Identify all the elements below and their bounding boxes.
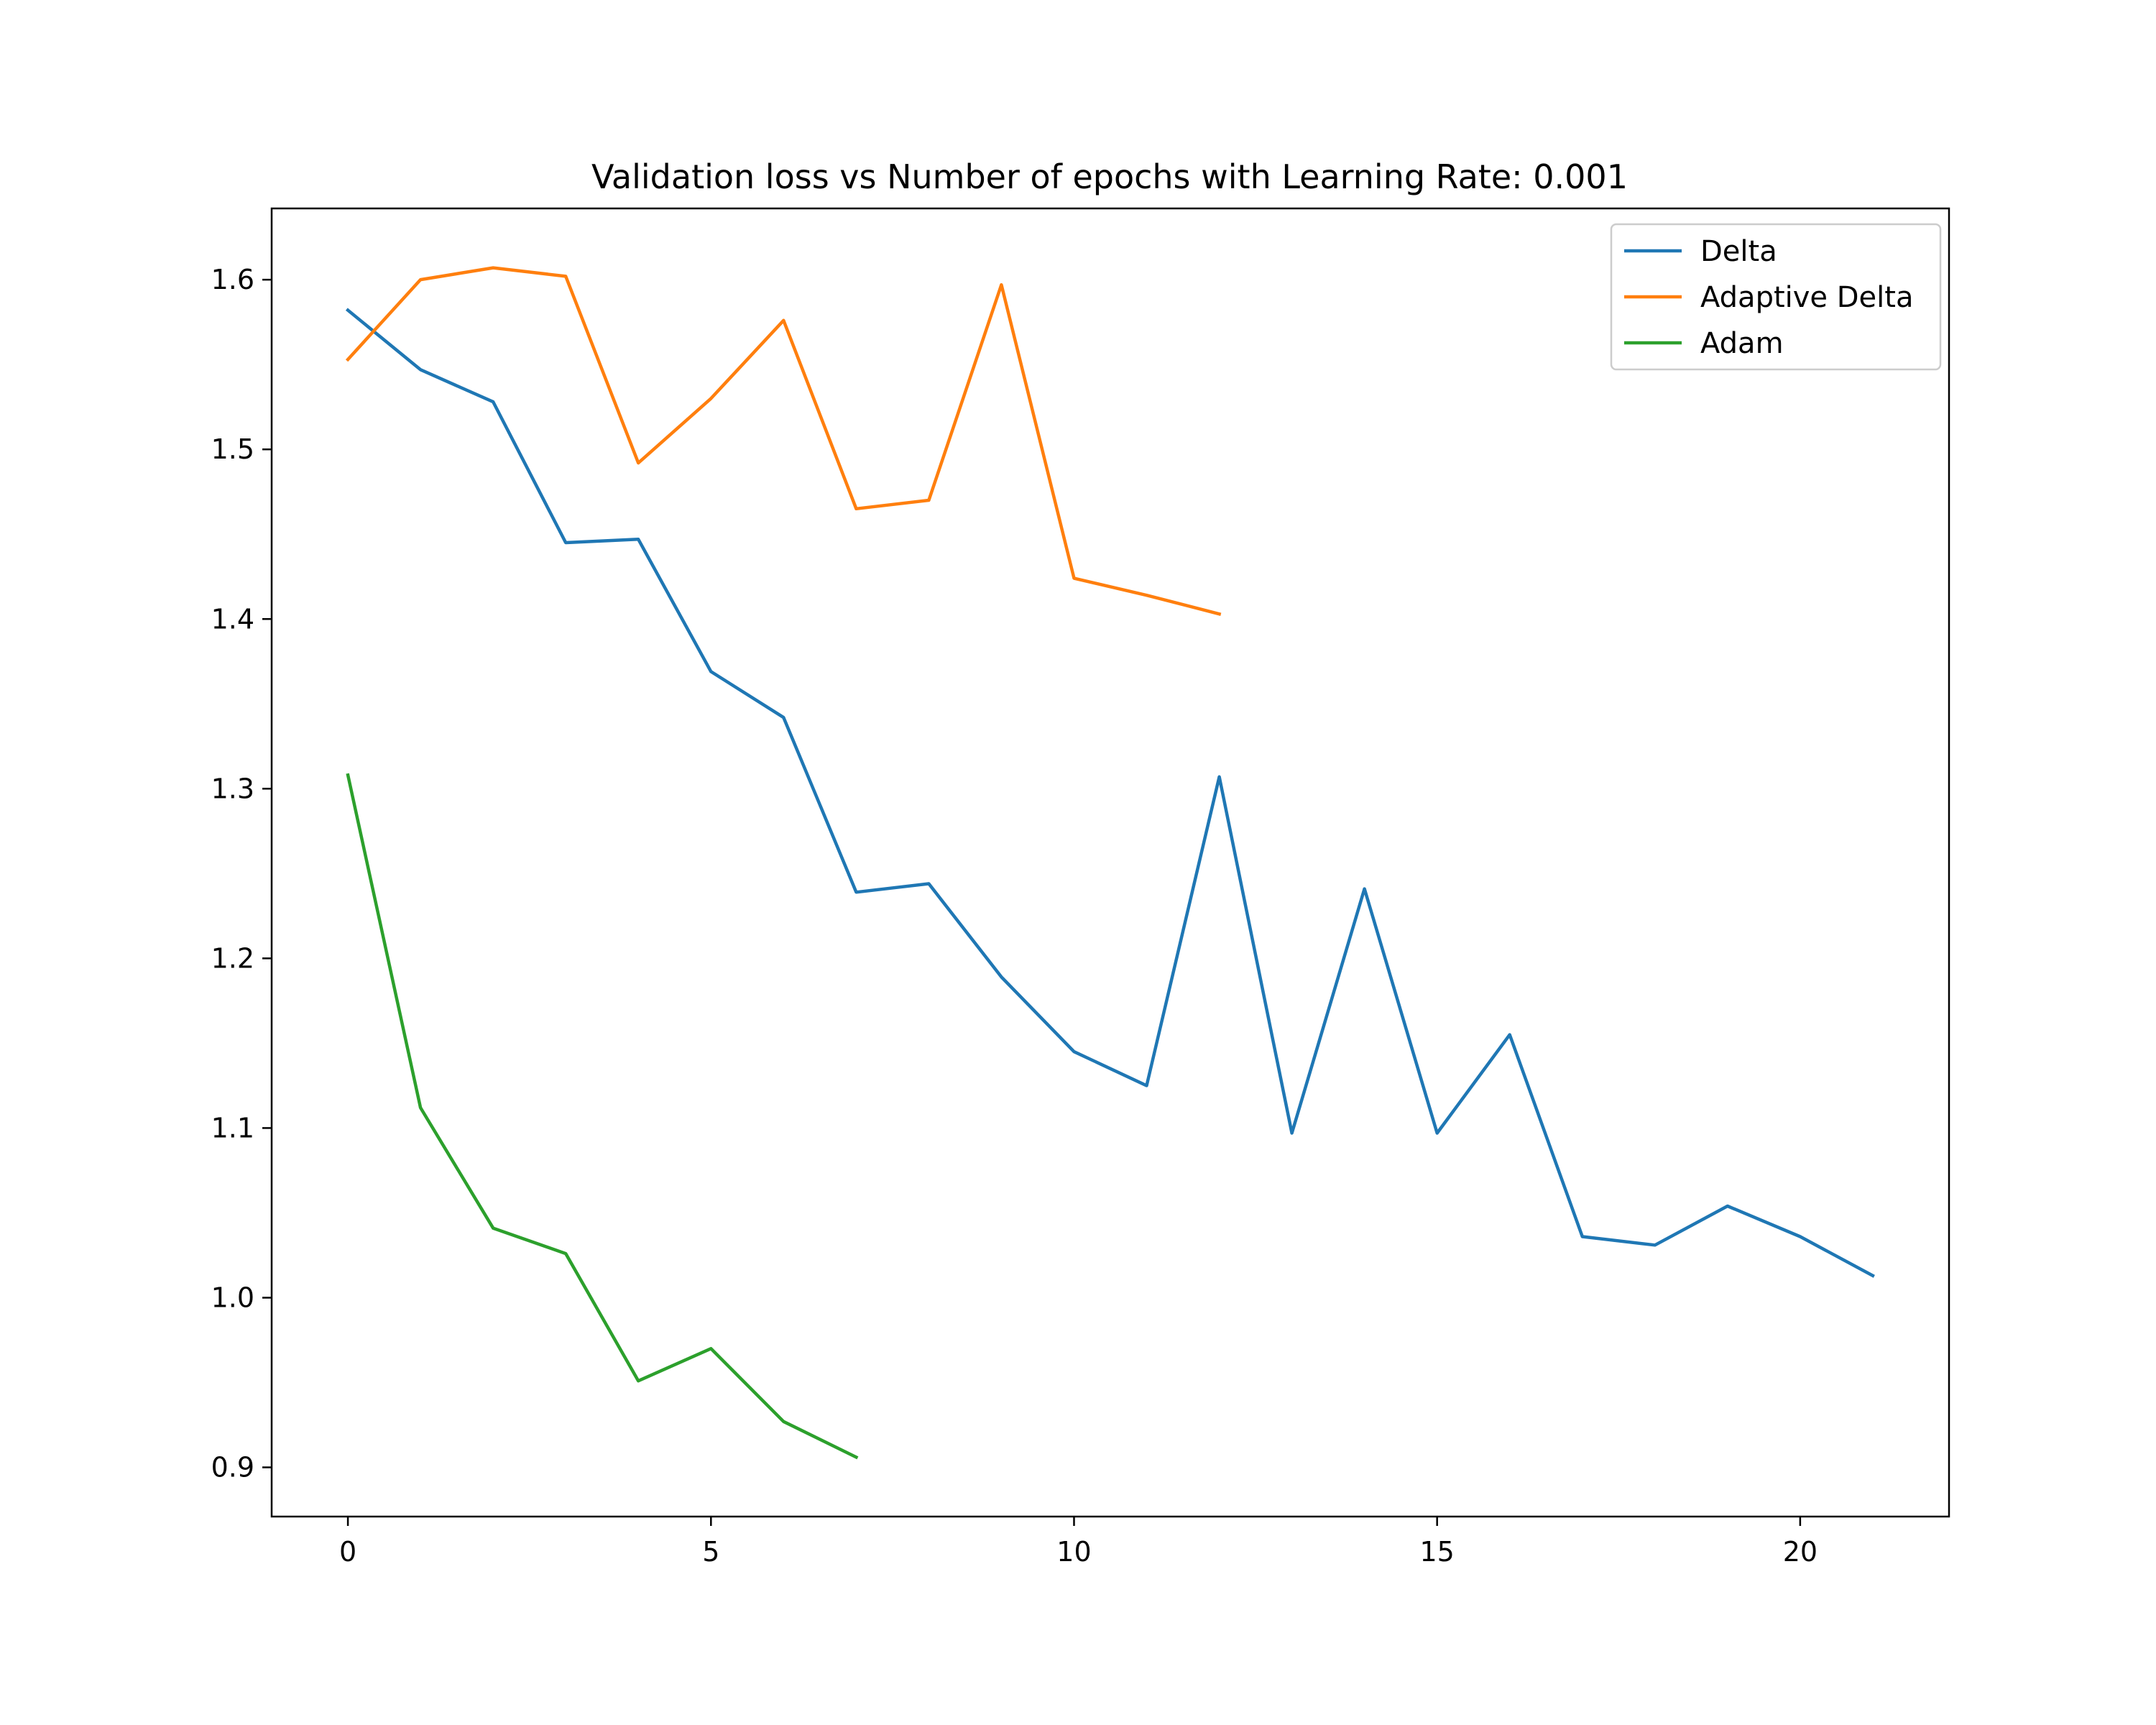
x-tick-label: 5 xyxy=(702,1536,719,1568)
legend-label-adaptive-delta: Adaptive Delta xyxy=(1700,281,1913,314)
y-tick-label: 1.5 xyxy=(211,433,254,465)
y-tick-label: 1.4 xyxy=(211,603,254,635)
chart-title: Validation loss vs Number of epochs with… xyxy=(591,157,1628,196)
y-tick-label: 1.6 xyxy=(211,264,254,295)
legend: Delta Adaptive Delta Adam xyxy=(1611,224,1940,369)
x-tick-label: 20 xyxy=(1783,1536,1818,1568)
x-tick-label: 0 xyxy=(339,1536,356,1568)
y-tick-label: 1.1 xyxy=(211,1112,254,1144)
legend-label-delta: Delta xyxy=(1700,235,1777,268)
y-tick-label: 0.9 xyxy=(211,1452,254,1484)
y-tick-label: 1.3 xyxy=(211,773,254,804)
x-tick-label: 15 xyxy=(1419,1536,1454,1568)
legend-label-adam: Adam xyxy=(1700,327,1784,360)
x-tick-label: 10 xyxy=(1056,1536,1091,1568)
y-tick-label: 1.0 xyxy=(211,1282,254,1313)
y-tick-label: 1.2 xyxy=(211,942,254,974)
